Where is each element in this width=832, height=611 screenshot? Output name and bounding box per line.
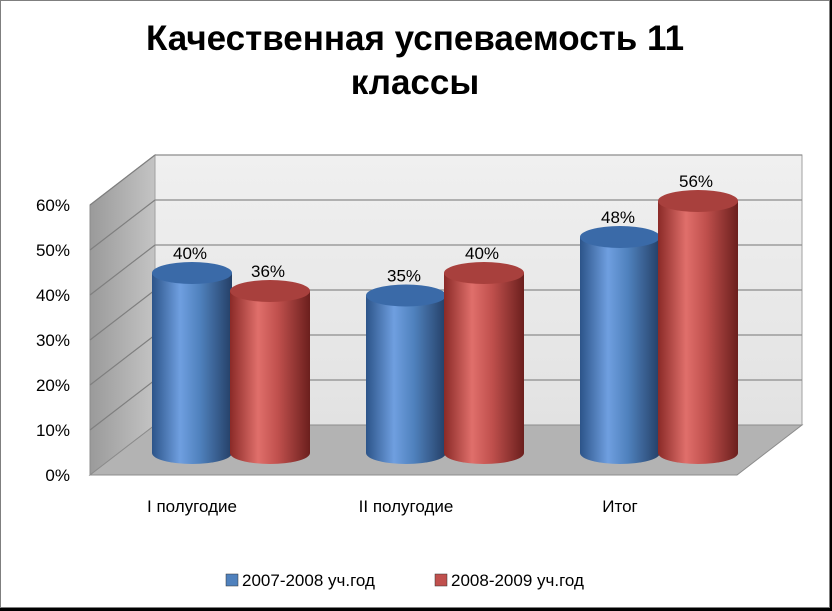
y-tick-label: 0% <box>45 466 70 485</box>
y-tick-label: 60% <box>36 196 70 215</box>
legend: 2007-2008 уч.год 2008-2009 уч.год <box>225 571 584 590</box>
chart-title-line-2: классы <box>350 63 480 102</box>
bars <box>152 190 738 464</box>
gridline-side <box>89 379 156 431</box>
category-labels: I полугодие II полугодие Итог <box>147 497 638 516</box>
data-label: 40% <box>465 244 499 263</box>
data-label: 48% <box>601 208 635 227</box>
bar <box>366 284 446 464</box>
bar <box>230 280 310 464</box>
bar <box>580 226 660 464</box>
chart-title: Качественная успеваемость 11 классы <box>1 17 829 105</box>
y-tick-label: 20% <box>36 376 70 395</box>
chart-title-line-1: Качественная успеваемость 11 <box>145 19 685 58</box>
data-label: 36% <box>251 262 285 281</box>
category-label: Итог <box>602 497 637 516</box>
category-label: I полугодие <box>147 497 237 516</box>
data-label: 40% <box>173 244 207 263</box>
bar <box>152 262 232 464</box>
gridline-side <box>89 334 156 386</box>
gridline-side <box>89 289 156 341</box>
bar <box>658 190 738 464</box>
legend-label: 2007-2008 уч.год <box>242 571 375 590</box>
gridline-side <box>89 244 156 296</box>
bar <box>444 262 524 464</box>
data-label: 35% <box>387 267 421 286</box>
y-axis-ticks: 0% 10% 20% 30% 40% 50% 60% <box>36 196 70 485</box>
y-tick-label: 30% <box>36 331 70 350</box>
gridline-side <box>89 199 156 251</box>
y-tick-label: 50% <box>36 241 70 260</box>
legend-swatch <box>434 573 448 587</box>
category-label: II полугодие <box>359 497 454 516</box>
gridline-side <box>89 154 156 206</box>
data-labels: 40% 36% 35% 40% 48% 56% <box>173 172 713 286</box>
data-label: 56% <box>679 172 713 191</box>
y-tick-label: 10% <box>36 421 70 440</box>
y-tick-label: 40% <box>36 286 70 305</box>
legend-swatch <box>225 573 239 587</box>
legend-label: 2008-2009 уч.год <box>451 571 584 590</box>
